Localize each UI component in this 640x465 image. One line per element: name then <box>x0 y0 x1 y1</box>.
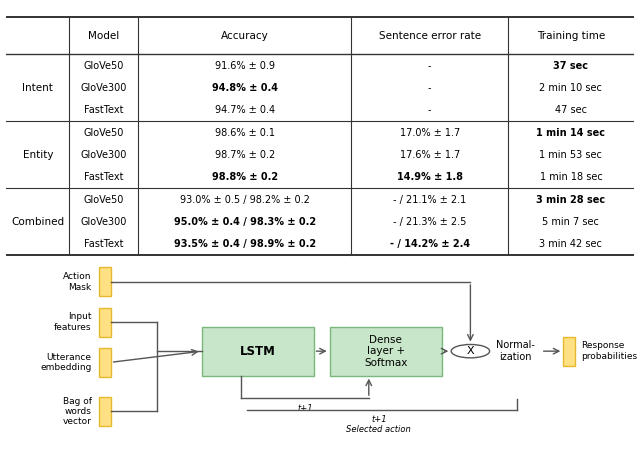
Text: GloVe300: GloVe300 <box>81 150 127 160</box>
Bar <box>202 326 314 376</box>
Bar <box>330 326 442 376</box>
Bar <box>563 337 575 365</box>
Text: 91.6% ± 0.9: 91.6% ± 0.9 <box>215 60 275 71</box>
Text: t+1: t+1 <box>297 404 312 412</box>
Bar <box>99 267 111 297</box>
Text: 95.0% ± 0.4 / 98.3% ± 0.2: 95.0% ± 0.4 / 98.3% ± 0.2 <box>173 217 316 227</box>
Bar <box>99 348 111 377</box>
Text: GloVe300: GloVe300 <box>81 217 127 227</box>
Text: Training time: Training time <box>537 31 605 40</box>
Text: Dense
layer +
Softmax: Dense layer + Softmax <box>364 335 407 368</box>
Text: -: - <box>428 60 431 71</box>
Text: 3 min 28 sec: 3 min 28 sec <box>536 194 605 205</box>
Text: -: - <box>428 105 431 115</box>
Text: t+1
Selected action: t+1 Selected action <box>346 415 411 434</box>
Text: 5 min 7 sec: 5 min 7 sec <box>543 217 599 227</box>
Text: - / 21.3% ± 2.5: - / 21.3% ± 2.5 <box>393 217 467 227</box>
Text: -: - <box>428 83 431 93</box>
Text: Sentence error rate: Sentence error rate <box>379 31 481 40</box>
Text: 17.0% ± 1.7: 17.0% ± 1.7 <box>399 127 460 138</box>
Text: Intent: Intent <box>22 83 53 93</box>
Text: Input
features: Input features <box>54 312 92 332</box>
Text: 98.8% ± 0.2: 98.8% ± 0.2 <box>212 172 278 182</box>
Text: Bag of
words
vector: Bag of words vector <box>63 397 92 426</box>
Text: 98.6% ± 0.1: 98.6% ± 0.1 <box>215 127 275 138</box>
Text: GloVe300: GloVe300 <box>81 83 127 93</box>
Text: FastText: FastText <box>84 105 124 115</box>
Bar <box>99 397 111 426</box>
Text: GloVe50: GloVe50 <box>83 194 124 205</box>
Text: Action
Mask: Action Mask <box>63 272 92 292</box>
Text: 14.9% ± 1.8: 14.9% ± 1.8 <box>397 172 463 182</box>
Text: - / 21.1% ± 2.1: - / 21.1% ± 2.1 <box>393 194 467 205</box>
Text: 1 min 14 sec: 1 min 14 sec <box>536 127 605 138</box>
Text: LSTM: LSTM <box>239 345 276 358</box>
Text: 47 sec: 47 sec <box>555 105 587 115</box>
Text: X: X <box>467 346 474 356</box>
Text: 94.8% ± 0.4: 94.8% ± 0.4 <box>212 83 278 93</box>
Text: 94.7% ± 0.4: 94.7% ± 0.4 <box>214 105 275 115</box>
Text: Combined: Combined <box>11 217 65 227</box>
Text: GloVe50: GloVe50 <box>83 60 124 71</box>
Text: FastText: FastText <box>84 239 124 249</box>
Text: 37 sec: 37 sec <box>554 60 588 71</box>
Text: 3 min 42 sec: 3 min 42 sec <box>540 239 602 249</box>
Text: 98.7% ± 0.2: 98.7% ± 0.2 <box>214 150 275 160</box>
Text: Accuracy: Accuracy <box>221 31 269 40</box>
Text: 1 min 53 sec: 1 min 53 sec <box>540 150 602 160</box>
Bar <box>99 308 111 337</box>
Text: Entity: Entity <box>22 150 53 160</box>
Text: 1 min 18 sec: 1 min 18 sec <box>540 172 602 182</box>
Text: 93.5% ± 0.4 / 98.9% ± 0.2: 93.5% ± 0.4 / 98.9% ± 0.2 <box>173 239 316 249</box>
Text: GloVe50: GloVe50 <box>83 127 124 138</box>
Circle shape <box>451 345 490 358</box>
Text: 2 min 10 sec: 2 min 10 sec <box>540 83 602 93</box>
Text: Normal-
ization: Normal- ization <box>496 340 534 362</box>
Text: Model: Model <box>88 31 119 40</box>
Text: Response
probabilities: Response probabilities <box>581 341 637 361</box>
Text: 17.6% ± 1.7: 17.6% ± 1.7 <box>399 150 460 160</box>
Text: 93.0% ± 0.5 / 98.2% ± 0.2: 93.0% ± 0.5 / 98.2% ± 0.2 <box>180 194 310 205</box>
Text: Utterance
embedding: Utterance embedding <box>40 352 92 372</box>
Text: - / 14.2% ± 2.4: - / 14.2% ± 2.4 <box>390 239 470 249</box>
Text: FastText: FastText <box>84 172 124 182</box>
